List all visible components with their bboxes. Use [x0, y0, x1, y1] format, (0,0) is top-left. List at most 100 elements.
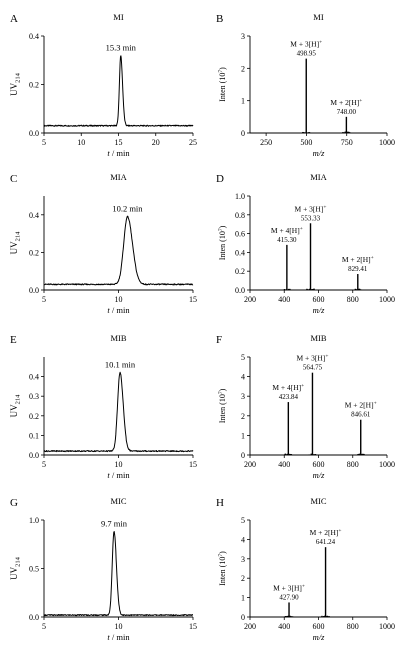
peak-label: 15.3 min	[106, 42, 137, 52]
mz-label: 498.95	[297, 50, 317, 58]
mz-label: 553.33	[301, 214, 321, 222]
x-tick-label: 5	[42, 460, 46, 469]
y-tick-label: 0.2	[29, 81, 39, 90]
mz-label: 846.61	[351, 411, 371, 419]
y-tick-label: 0.0	[29, 613, 39, 622]
y-tick-label: 1	[241, 594, 245, 603]
x-tick-label: 1000	[379, 622, 395, 631]
y-tick-label: 4	[241, 373, 245, 382]
mz-label: 748.00	[337, 108, 357, 116]
y-tick-label: 1	[241, 97, 245, 106]
y-tick-label: 0.2	[29, 248, 39, 257]
x-tick-label: 400	[278, 295, 290, 304]
x-tick-label: 750	[341, 138, 353, 147]
x-tick-label: 600	[313, 295, 325, 304]
ion-label: M + 2[H]+	[310, 528, 342, 537]
mz-label: 423.84	[279, 393, 299, 401]
x-tick-label: 15	[189, 460, 197, 469]
x-axis-label: t / min	[107, 632, 130, 642]
y-tick-label: 0.4	[29, 211, 39, 220]
y-tick-label: 0	[241, 451, 245, 460]
ion-label: M + 3[H]+	[290, 40, 322, 49]
x-tick-label: 5	[42, 295, 46, 304]
x-axis-label: m/z	[313, 305, 326, 315]
panel-title: MIA	[110, 172, 127, 182]
y-axis-label: Inten (107)	[218, 225, 227, 260]
y-tick-label: 5	[241, 353, 245, 362]
y-tick-label: 0.2	[235, 267, 245, 276]
panel-title: MIA	[310, 172, 327, 182]
x-tick-label: 20	[152, 138, 160, 147]
ion-label: M + 4[H]+	[271, 226, 303, 235]
x-tick-label: 800	[347, 622, 359, 631]
ion-label: M + 3[H]+	[297, 354, 329, 363]
panel-f: F MIB 200 400 600 800 1000 0 1 2 3 4 5 m/z Inten (107)…	[216, 333, 395, 480]
panel-letter: A	[10, 13, 18, 25]
panel-title: MIB	[110, 333, 126, 343]
peak-label: 9.7 min	[101, 519, 128, 529]
ion-label: M + 3[H]+	[273, 583, 305, 592]
panel-letter: G	[10, 497, 18, 509]
x-tick-label: 15	[115, 138, 123, 147]
x-tick-label: 200	[244, 622, 256, 631]
panel-b: B MI 250 500 750 1000 0 1 2 3 m/z Inten (107) M + 3[…	[216, 12, 395, 158]
ion-label: M + 2[H]+	[330, 98, 362, 107]
panel-a: A MI 5 10 15 20 25 0.0 0.2 0.4 t / min UV214 15.3 mi…	[9, 12, 197, 158]
x-tick-label: 600	[313, 622, 325, 631]
x-axis-label: m/z	[313, 632, 326, 642]
peak-label: 10.1 min	[105, 360, 136, 370]
panel-letter: D	[216, 173, 224, 185]
y-tick-label: 0.3	[29, 392, 39, 401]
x-tick-label: 200	[244, 295, 256, 304]
y-tick-label: 0.0	[235, 286, 245, 295]
mz-label: 427.90	[279, 593, 299, 601]
x-tick-label: 500	[300, 138, 312, 147]
panel-letter: C	[10, 173, 17, 185]
y-tick-label: 0.2	[29, 412, 39, 421]
y-axis-label: UV214	[9, 556, 22, 580]
panel-g: G MIC 5 10 15 0.0 0.5 1.0 t / min UV214 9.7 min	[9, 496, 197, 642]
y-tick-label: 0.0	[29, 129, 39, 138]
panel-letter: F	[216, 334, 222, 346]
ion-label: M + 2[H]+	[345, 401, 377, 410]
y-tick-label: 5	[241, 516, 245, 525]
chromatogram-trace	[43, 215, 194, 286]
y-tick-label: 4	[241, 535, 245, 544]
y-tick-label: 0.1	[29, 431, 39, 440]
mz-label: 415.30	[277, 236, 297, 244]
x-tick-label: 15	[189, 622, 197, 631]
x-axis-label: t / min	[107, 148, 130, 158]
y-axis-label: UV214	[9, 72, 22, 96]
x-tick-label: 400	[278, 622, 290, 631]
y-tick-label: 1.0	[29, 516, 39, 525]
x-tick-label: 1000	[379, 295, 395, 304]
y-axis-label: Inten (107)	[218, 388, 227, 423]
x-tick-label: 5	[42, 138, 46, 147]
y-axis-label: UV214	[9, 231, 22, 255]
x-tick-label: 10	[115, 460, 123, 469]
chromatogram-trace	[43, 531, 194, 617]
ion-label: M + 2[H]+	[342, 255, 374, 264]
ion-label: M + 3[H]+	[295, 204, 327, 213]
y-tick-label: 1	[241, 431, 245, 440]
y-tick-label: 0.5	[29, 565, 39, 574]
y-tick-label: 3	[241, 555, 245, 564]
panel-h: H MIC 200 400 600 800 1000 0 1 2 3 4 5 m/z Inten (107)…	[216, 496, 395, 642]
panel-letter: E	[10, 334, 17, 346]
y-tick-label: 0	[241, 129, 245, 138]
panel-title: MIC	[310, 496, 326, 506]
y-tick-label: 0.0	[29, 286, 39, 295]
x-tick-label: 800	[347, 295, 359, 304]
x-axis-label: t / min	[107, 305, 130, 315]
x-tick-label: 1000	[379, 138, 395, 147]
panel-title: MIC	[110, 496, 126, 506]
ion-label: M + 4[H]+	[272, 383, 304, 392]
y-tick-label: 1.0	[235, 192, 245, 201]
y-tick-label: 0.6	[235, 230, 245, 239]
x-tick-label: 10	[77, 138, 85, 147]
mz-label: 829.41	[348, 265, 368, 273]
x-tick-label: 800	[347, 460, 359, 469]
y-tick-label: 3	[241, 392, 245, 401]
x-tick-label: 10	[115, 295, 123, 304]
